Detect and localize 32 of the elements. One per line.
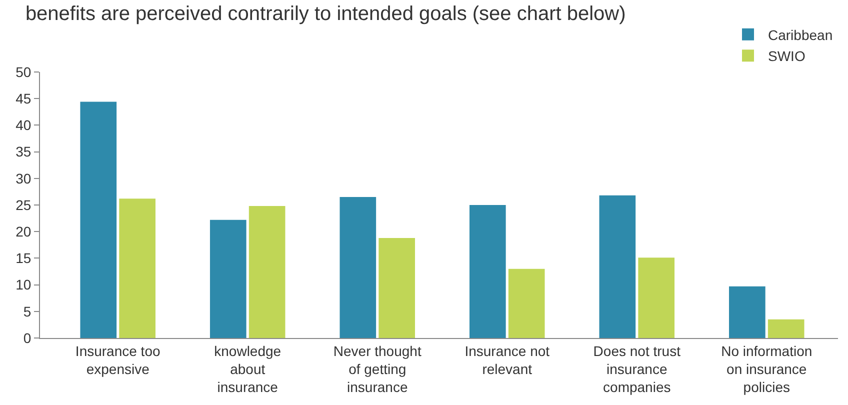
bar	[469, 205, 506, 338]
y-tick-label: 30	[16, 170, 32, 186]
legend-label: SWIO	[768, 48, 806, 64]
x-tick-label: knowledge about insurance	[214, 342, 282, 396]
y-tick-label: 45	[16, 90, 32, 106]
y-tick-label: 25	[16, 196, 32, 213]
bar	[378, 238, 415, 338]
y-tick-label: 15	[16, 250, 32, 266]
bar	[599, 195, 636, 338]
x-tick-label: No information on insurance policies	[721, 342, 812, 396]
bar	[80, 102, 117, 338]
bar	[638, 258, 675, 338]
x-tick-label: Never thought of getting insurance	[333, 342, 422, 396]
y-tick-label: 40	[16, 117, 32, 134]
bar	[729, 286, 766, 338]
y-tick-label: 50	[16, 64, 32, 80]
y-tick-label: 5	[23, 303, 32, 320]
bar	[210, 220, 246, 338]
x-tick-label: Insurance too expensive	[75, 342, 160, 377]
bar	[508, 268, 545, 338]
bar	[248, 206, 286, 338]
y-tick-label: 35	[16, 144, 32, 160]
y-tick-label: 0	[23, 330, 32, 346]
y-tick-label: 10	[16, 276, 32, 293]
chart-title: benefits are perceived contrarily to intended goals (see chart below)	[25, 3, 626, 26]
x-tick-label: Insurance not relevant	[464, 342, 550, 377]
x-tick-label: Does not trust insurance companies	[593, 342, 681, 396]
legend-label: Caribbean	[768, 26, 833, 43]
y-tick-label: 20	[16, 224, 32, 240]
bar	[119, 198, 156, 338]
bar	[340, 197, 376, 338]
bar	[768, 319, 804, 338]
